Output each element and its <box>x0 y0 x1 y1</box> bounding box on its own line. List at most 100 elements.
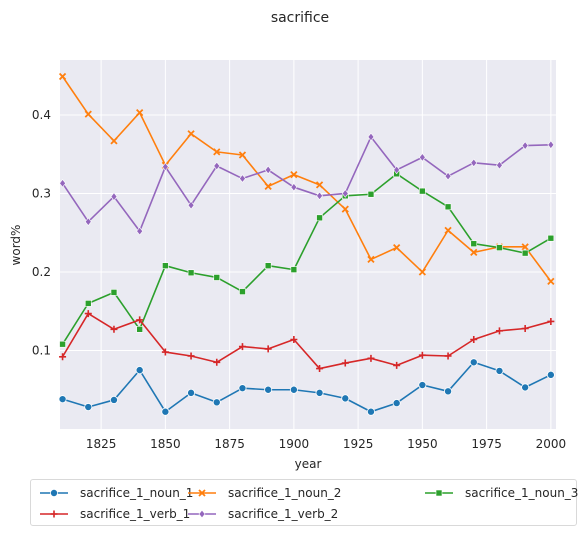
x-tick-label: 1950 <box>407 437 438 451</box>
data-point <box>110 192 118 201</box>
y-tick-label: 0.2 <box>32 265 51 279</box>
data-point <box>341 359 349 367</box>
y-tick-label: 0.4 <box>32 108 51 122</box>
data-point <box>213 274 221 281</box>
data-point <box>238 151 247 159</box>
data-point <box>546 370 555 379</box>
x-axis-label: year <box>295 457 322 471</box>
series-line <box>62 361 552 413</box>
data-point <box>367 190 375 198</box>
chart-title: sacrifice <box>271 10 329 26</box>
data-point <box>547 317 555 325</box>
data-point <box>521 141 529 150</box>
data-point <box>239 288 246 295</box>
data-point <box>264 262 272 269</box>
data-point <box>187 200 195 210</box>
data-point <box>264 182 272 191</box>
data-point <box>315 181 324 189</box>
x-tick-label: 1850 <box>150 437 181 451</box>
data-point <box>161 407 170 416</box>
data-point <box>521 243 529 251</box>
data-point <box>547 277 555 286</box>
data-point <box>84 110 92 118</box>
data-point <box>418 381 427 390</box>
data-point <box>110 137 118 145</box>
y-axis-label: word% <box>9 225 23 266</box>
data-point <box>547 140 555 150</box>
data-point <box>418 153 426 162</box>
data-point <box>444 226 452 235</box>
data-point <box>238 384 247 393</box>
series-sacrifice_1_verb_1 <box>59 310 555 373</box>
data-point <box>136 316 144 324</box>
data-point <box>341 205 349 213</box>
data-point <box>521 249 529 257</box>
data-point <box>136 325 143 333</box>
data-point <box>547 234 555 242</box>
data-point <box>316 191 323 201</box>
series-sacrifice_1_noun_1 <box>58 358 555 416</box>
data-point <box>495 327 503 335</box>
data-point <box>469 358 478 367</box>
data-point <box>162 262 169 269</box>
data-point <box>187 388 196 397</box>
data-point <box>316 214 323 222</box>
data-point <box>84 403 93 412</box>
data-point <box>470 335 478 343</box>
data-point <box>264 165 272 175</box>
data-point <box>521 383 530 392</box>
data-point <box>136 108 144 117</box>
data-point <box>290 335 298 343</box>
x-tick-label: 1875 <box>214 437 245 451</box>
data-point <box>290 182 298 192</box>
series-line <box>61 76 552 282</box>
data-point <box>470 248 478 256</box>
x-tick-label: 1900 <box>279 437 310 451</box>
data-point <box>289 385 298 394</box>
data-point <box>59 178 66 188</box>
data-point <box>315 388 324 397</box>
data-point <box>239 174 246 183</box>
x-tick-label: 1925 <box>343 437 374 451</box>
data-point <box>419 187 426 195</box>
data-point <box>84 217 92 227</box>
series-line <box>61 312 552 370</box>
data-point <box>238 343 246 351</box>
series-line <box>61 173 552 345</box>
series-line <box>61 136 551 232</box>
data-point <box>187 352 195 360</box>
data-point <box>367 255 375 264</box>
series-sacrifice_1_noun_3 <box>59 170 555 348</box>
data-point <box>341 189 349 198</box>
data-point <box>161 348 169 356</box>
data-point <box>136 226 144 236</box>
data-point <box>213 148 221 156</box>
data-point <box>135 366 144 375</box>
data-point <box>264 345 272 353</box>
data-point <box>187 269 195 277</box>
data-point <box>444 203 452 211</box>
data-point <box>444 171 452 181</box>
data-point <box>213 161 221 171</box>
data-point <box>393 361 401 369</box>
series-layer <box>58 72 555 416</box>
data-point <box>59 353 67 361</box>
data-point <box>341 394 350 403</box>
grid <box>60 60 556 429</box>
data-point <box>418 268 426 276</box>
y-tick-label: 0.3 <box>32 186 51 200</box>
data-point <box>110 325 118 333</box>
data-point <box>84 310 92 318</box>
data-point <box>470 158 478 168</box>
data-point <box>444 352 452 360</box>
series-sacrifice_1_noun_2 <box>58 72 555 286</box>
y-tick-label: 0.1 <box>32 343 51 357</box>
data-point <box>109 395 118 404</box>
data-point <box>161 162 169 172</box>
data-point <box>496 244 503 251</box>
data-point <box>212 398 221 407</box>
x-tick-label: 2000 <box>536 437 567 451</box>
data-point <box>316 365 324 373</box>
data-point <box>495 366 504 375</box>
data-point <box>213 358 221 366</box>
